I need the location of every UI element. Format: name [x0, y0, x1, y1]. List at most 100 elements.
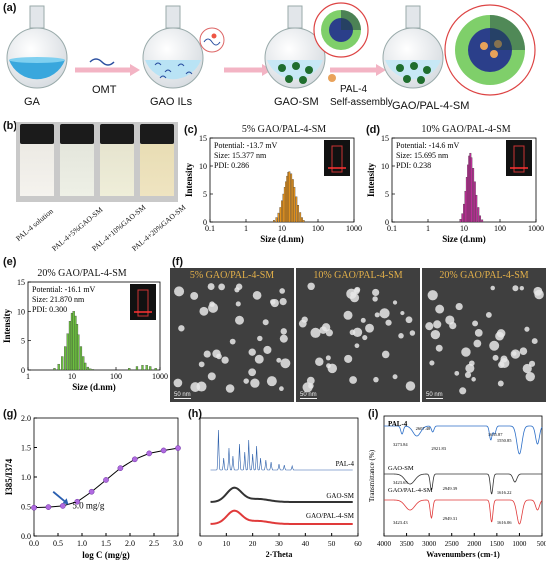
tem-particle: [405, 316, 413, 324]
x-tick-label: 0.0: [29, 539, 39, 548]
inset-vial: [331, 145, 343, 173]
x-tick-label: 1000: [512, 540, 527, 548]
cmc-point: [74, 498, 81, 505]
y-tick-label: 5: [385, 190, 389, 199]
tem-particle: [449, 321, 457, 330]
tem-particle: [409, 330, 416, 336]
x-axis-label: log C (mg/g): [82, 550, 130, 560]
arrow-2: [224, 64, 272, 76]
size-label: Size: 15.377 nm: [214, 151, 267, 160]
x-axis-label: Size (d.nm): [442, 234, 486, 244]
panel-d-dls: (d) 10% GAO/PAL-4-SM 0.1 1 10 100 1000 0 5 10 15…: [364, 118, 546, 252]
cmc-arrow-head: [62, 498, 69, 505]
x-tick-label: 1: [426, 224, 430, 233]
tem-particle: [496, 329, 506, 338]
histogram-bar: [297, 205, 300, 223]
x-tick-label: 3500: [400, 540, 415, 548]
histogram-bar: [291, 179, 294, 223]
panel-label-a: (a): [3, 2, 17, 14]
tem-particle: [325, 355, 331, 361]
cmc-point: [31, 504, 37, 511]
x-tick-label: 1.0: [77, 539, 87, 548]
tem-particle: [511, 351, 517, 356]
histogram-bar: [68, 321, 72, 371]
x-tick-label: 50: [328, 539, 336, 548]
y-axis-label: Intensity: [2, 309, 12, 344]
ftir-legend-pal-4: PAL-4: [388, 420, 408, 428]
panel-label-h: (h): [188, 408, 203, 420]
tem-particle: [349, 376, 357, 384]
tem-particle: [374, 312, 380, 318]
tem-particle: [497, 380, 504, 387]
panel-label-e: (e): [3, 256, 17, 268]
tem-particles: [298, 282, 416, 393]
tem-particle: [254, 354, 264, 364]
histogram-bar: [473, 181, 476, 223]
histogram-bar: [459, 219, 462, 223]
tem-scalebar: 50 nm: [300, 392, 317, 399]
x-tick-label: 40: [302, 539, 310, 548]
size-label: Size: 15.695 nm: [396, 151, 449, 160]
histogram-bar: [481, 219, 484, 223]
tem-particle: [344, 354, 353, 363]
ftir-legend-gao-sm: GAO-SM: [388, 465, 414, 472]
histogram-bar: [477, 207, 480, 223]
cmc-point: [45, 504, 52, 510]
panel-label-g: (g): [3, 408, 18, 420]
histogram-bar: [141, 365, 144, 371]
tem-particle: [327, 363, 338, 374]
tem-particle: [381, 350, 390, 359]
x-tick-label: 1000: [152, 372, 168, 381]
tem-particle: [221, 356, 229, 364]
x-tick-label: 1000: [528, 224, 544, 233]
histogram-bar: [277, 212, 280, 223]
tem-particle: [276, 357, 282, 363]
histogram-bar: [463, 203, 465, 223]
y-tick-label: 0.0: [21, 532, 31, 541]
tem-particle: [461, 347, 471, 357]
tem-particle: [400, 311, 405, 316]
tem-particle: [212, 349, 221, 358]
tem-particle: [279, 334, 288, 343]
histogram-bar: [86, 366, 89, 371]
histogram-bar: [91, 369, 95, 371]
tem-particle: [225, 384, 235, 393]
x-tick-label: 60: [354, 539, 362, 548]
label-ga: GA: [24, 96, 40, 108]
y-tick-label: 1.5: [21, 444, 31, 453]
tem-particle: [379, 308, 390, 319]
label-omt: OMT: [92, 84, 117, 96]
dls-chart-20: 1 10 100 1000 0 5 10 15 Size (d.nm) Intensity Pote…: [2, 278, 168, 392]
tem-particle: [392, 300, 398, 305]
tem-particle: [250, 378, 260, 388]
histogram-bar: [293, 187, 296, 223]
tem-particle: [354, 343, 360, 349]
xrd-series-gao-pal-4-sm: [210, 509, 353, 525]
x-axis-label: 2-Theta: [266, 550, 293, 559]
xrd-legend-gao-pal-4-sm: GAO/PAL-4-SM: [306, 512, 355, 520]
tem-particle: [321, 323, 331, 332]
pdi-label: PDI: 0.300: [32, 305, 67, 314]
x-tick-label: 100: [312, 224, 324, 233]
panel-label-d: (d): [366, 124, 381, 136]
x-axis-label: Wavenumbers (cm-1): [426, 550, 500, 559]
tem-particle: [279, 298, 287, 306]
x-tick-label: 500: [537, 540, 546, 548]
tem-particle: [234, 287, 240, 293]
dls-title: 10% GAO/PAL-4-SM: [421, 124, 511, 135]
tem-title: 20% GAO/PAL-4-SM: [439, 270, 529, 281]
ftir-series-pal-4: [384, 425, 543, 455]
tem-particle: [471, 377, 476, 382]
cmc-annotation: 5.0 mg/g: [72, 501, 105, 511]
y-axis-label: Transmittance (%): [368, 449, 376, 502]
ftir-series-gao-sm: [384, 473, 542, 495]
inset-photo: [130, 284, 156, 320]
ftir-peak-label: 2949.31: [443, 516, 458, 521]
histogram-bar: [288, 171, 291, 223]
ftir-peak-label: 1616.22: [497, 490, 512, 495]
vial-labels: PAL-4 solution PAL-4+5%GAO-SM PAL-4+10%G…: [14, 203, 187, 253]
x-tick-label: 0: [198, 539, 202, 548]
tem-particle: [307, 282, 315, 291]
tem-image-10: 10% GAO/PAL-4-SM 50 nm: [296, 268, 420, 402]
tem-particle: [392, 374, 398, 380]
